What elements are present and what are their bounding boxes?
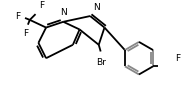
Text: F: F xyxy=(15,12,20,21)
Text: F: F xyxy=(23,29,28,39)
Text: Br: Br xyxy=(96,58,106,67)
Text: N: N xyxy=(93,3,100,12)
Text: F: F xyxy=(175,54,180,63)
Text: F: F xyxy=(39,1,44,10)
Text: N: N xyxy=(60,8,67,17)
